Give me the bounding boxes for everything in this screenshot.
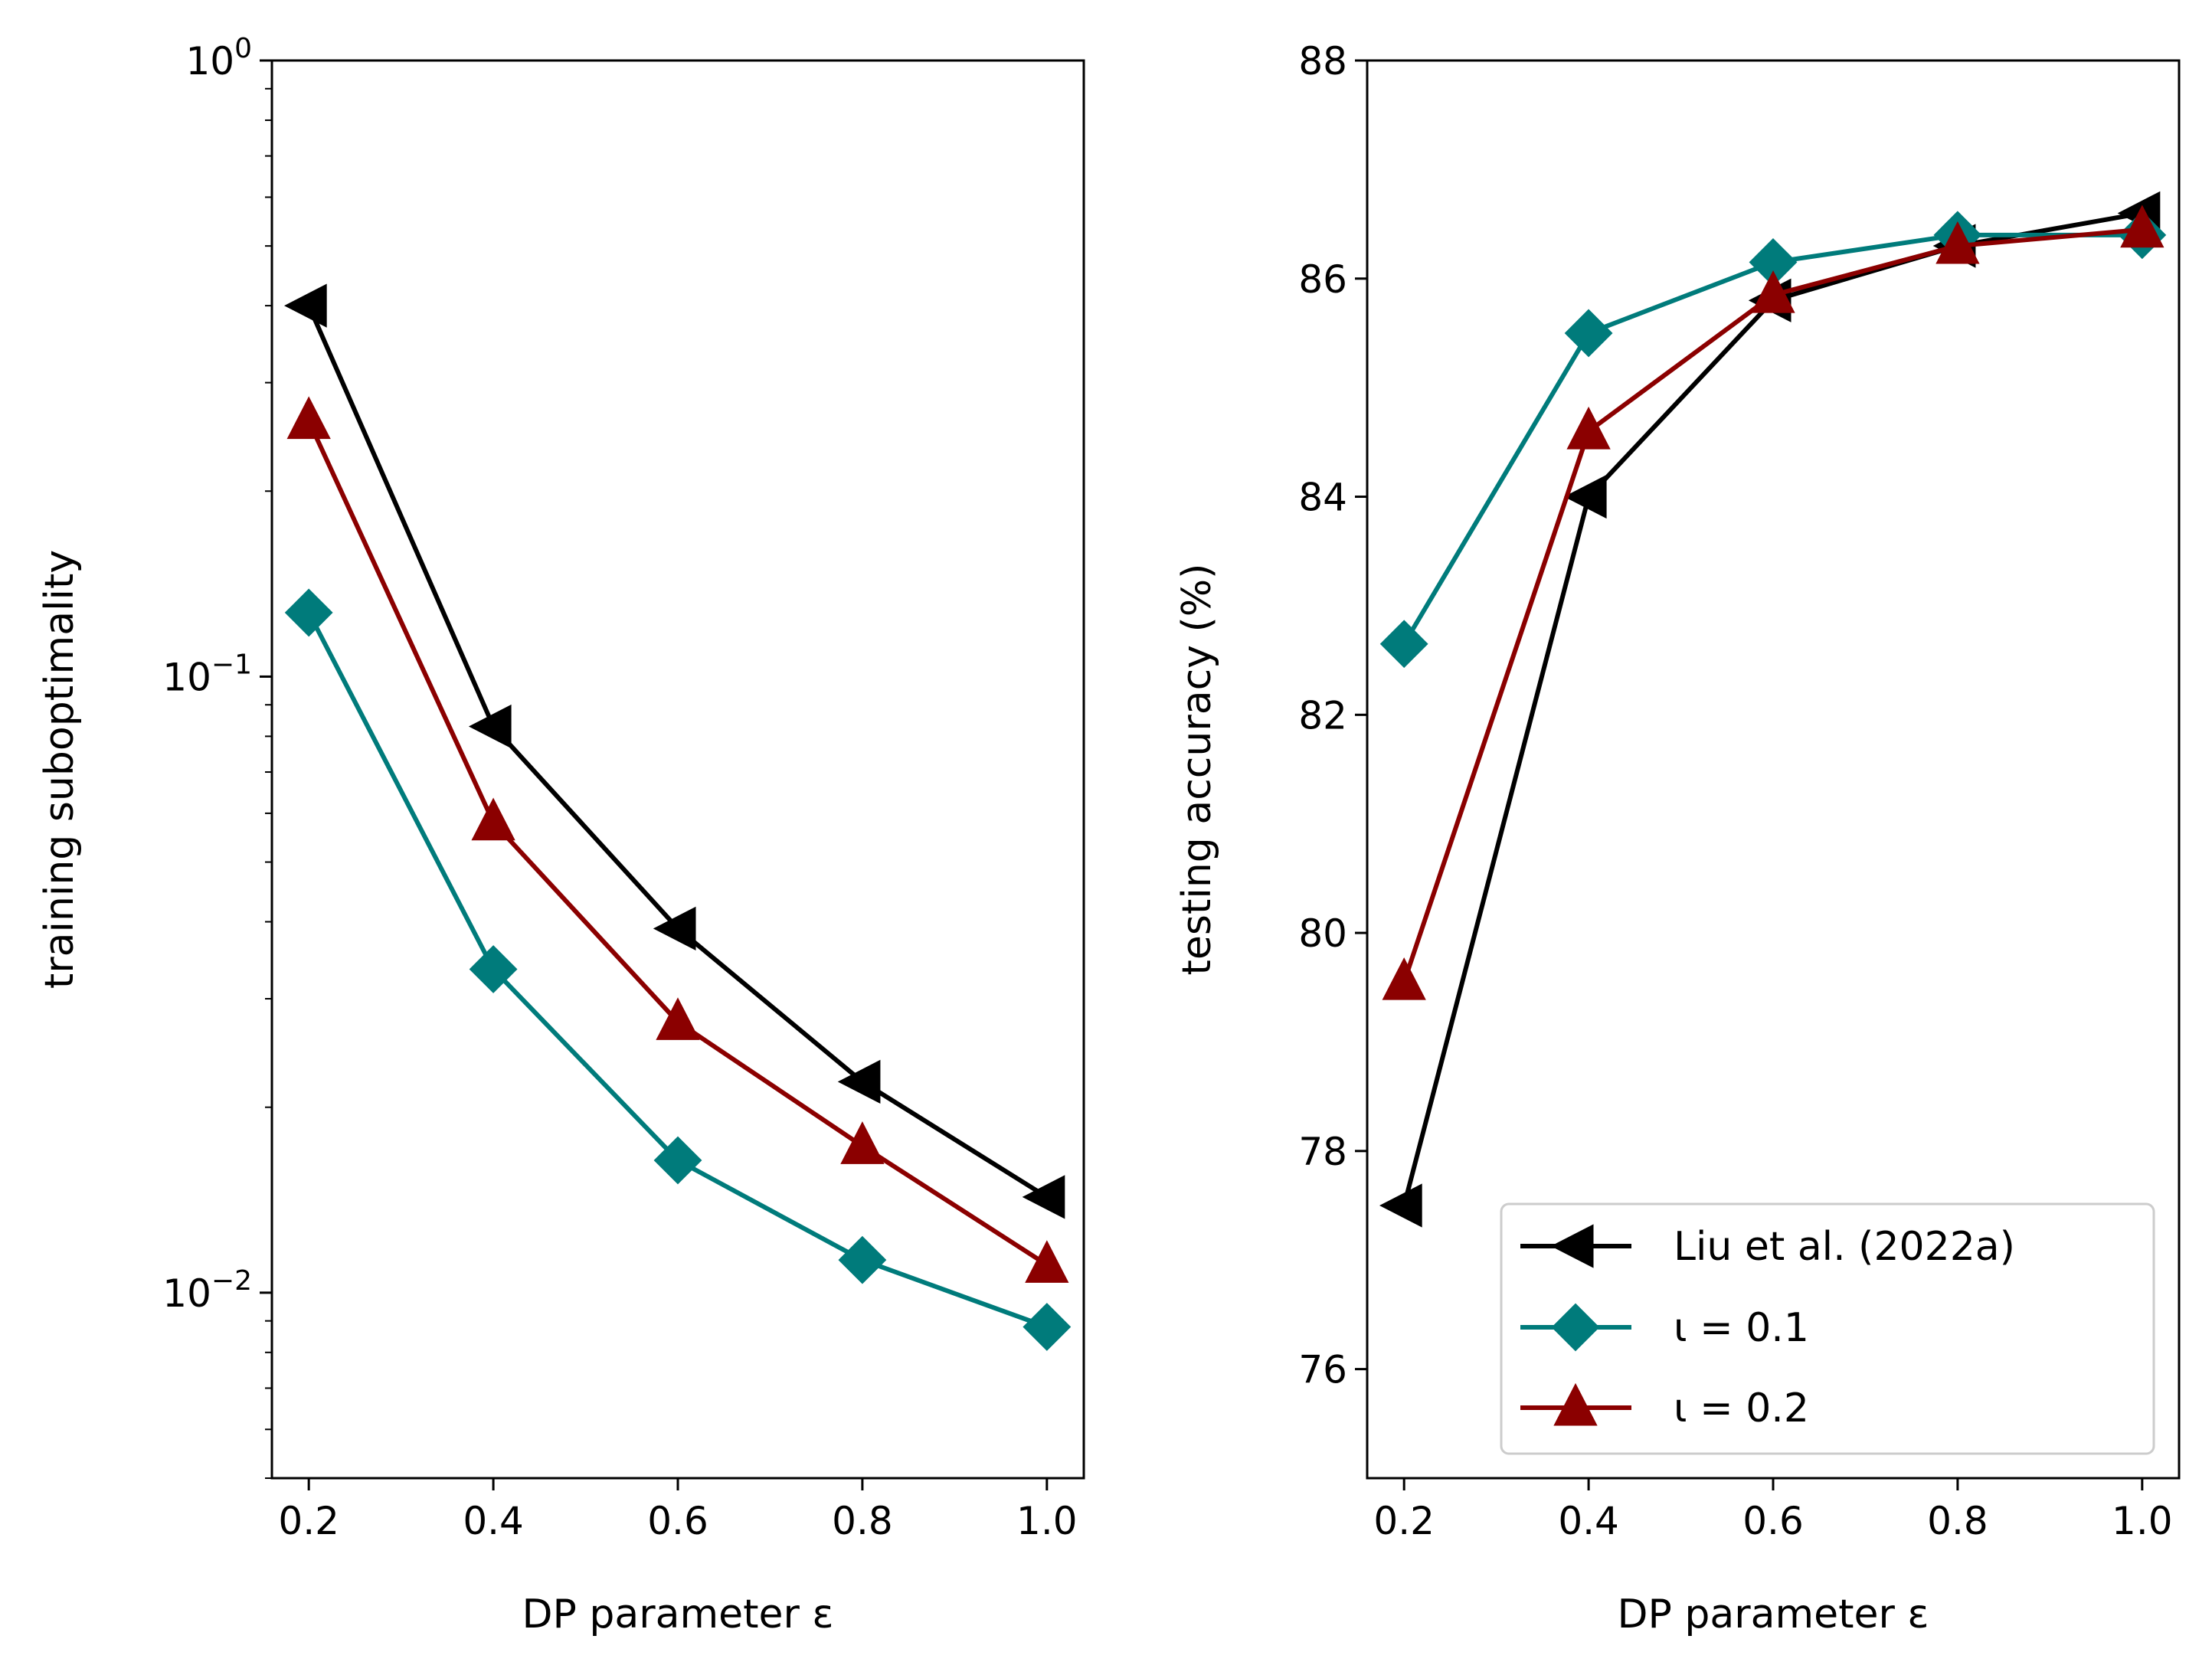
left-y-tick-label: 10−1 xyxy=(162,649,252,699)
left-marker-0-2 xyxy=(840,1121,885,1164)
legend-marker-liu xyxy=(1550,1224,1594,1268)
right-marker-0-1 xyxy=(1379,620,1428,669)
legend-marker-iota-0-2 xyxy=(1553,1382,1598,1426)
right-marker-0-2 xyxy=(1751,270,1795,313)
right-y-tick-label: 88 xyxy=(1298,39,1347,83)
right-marker-liu-et-al-2022a xyxy=(1563,474,1607,519)
legend-marker-shape xyxy=(1553,1382,1598,1426)
right-marker-0-2 xyxy=(2120,204,2165,248)
left-marker-liu-et-al-2022a xyxy=(653,906,696,951)
left-x-axis-label: DP parameter ε xyxy=(522,1592,833,1637)
legend-marker-shape xyxy=(1551,1303,1600,1352)
left-x-tick-label: 0.8 xyxy=(832,1499,893,1543)
legend: Liu et al. (2022a) ι = 0.1 ι = 0.2 xyxy=(1500,1202,2155,1455)
left-y-axis-label: training suboptimality xyxy=(37,550,83,989)
right-chart-panel: 0.2 0.4 0.6 0.8 1.0 76 78 80 82 84 86 88 DP paramet… xyxy=(1174,39,2181,1637)
right-y-tick-label: 86 xyxy=(1298,257,1347,302)
left-marker-liu-et-al-2022a xyxy=(468,704,512,749)
right-marker-0-1 xyxy=(1564,309,1613,358)
legend-label-iota-0-2: ι = 0.2 xyxy=(1674,1385,1809,1431)
right-y-tick-label: 82 xyxy=(1298,693,1347,738)
left-marker-0-1 xyxy=(284,588,333,637)
left-x-tick-label: 0.4 xyxy=(463,1499,524,1543)
left-marker-0-2 xyxy=(286,396,331,440)
legend-box xyxy=(1500,1202,2155,1455)
right-y-tick-label: 78 xyxy=(1298,1130,1347,1174)
left-marker-0-2 xyxy=(1025,1240,1069,1283)
legend-label-iota-0-1: ι = 0.1 xyxy=(1674,1305,1809,1351)
left-x-tick-label: 0.2 xyxy=(278,1499,339,1543)
legend-item-liu: Liu et al. (2022a) xyxy=(1520,1224,2015,1270)
left-y-tick-label: 100 xyxy=(185,33,252,83)
left-marker-0-2 xyxy=(656,997,700,1040)
right-y-tick-label: 84 xyxy=(1298,476,1347,520)
legend-item-iota-0-1: ι = 0.1 xyxy=(1520,1303,1809,1352)
left-marker-0-1 xyxy=(653,1136,702,1185)
right-x-tick-label: 0.8 xyxy=(1927,1499,1988,1543)
right-series-layer xyxy=(1379,191,2167,1228)
right-x-tick-label: 0.6 xyxy=(1742,1499,1804,1543)
right-ticks-layer: 0.2 0.4 0.6 0.8 1.0 76 78 80 82 84 86 88 xyxy=(1298,39,2172,1543)
right-marker-0-2 xyxy=(1566,406,1611,450)
legend-label-liu: Liu et al. (2022a) xyxy=(1674,1224,2015,1270)
left-marker-liu-et-al-2022a xyxy=(1022,1175,1065,1219)
left-marker-liu-et-al-2022a xyxy=(837,1059,881,1104)
left-chart-panel: 0.2 0.4 0.6 0.8 1.0 10−2 10−1 100 DP parameter … xyxy=(37,33,1085,1637)
right-y-tick-label: 80 xyxy=(1298,911,1347,956)
left-marker-0-2 xyxy=(471,797,515,841)
right-marker-0-2 xyxy=(1382,957,1426,1000)
left-ticks-layer: 0.2 0.4 0.6 0.8 1.0 10−2 10−1 100 xyxy=(162,33,1077,1543)
left-marker-0-1 xyxy=(838,1235,887,1284)
right-y-axis-label: testing accuracy (%) xyxy=(1174,564,1220,976)
left-marker-0-1 xyxy=(1023,1303,1072,1351)
right-x-tick-label: 0.2 xyxy=(1373,1499,1435,1543)
right-y-tick-label: 76 xyxy=(1298,1348,1347,1392)
left-x-tick-label: 1.0 xyxy=(1016,1499,1078,1543)
right-x-tick-label: 1.0 xyxy=(2112,1499,2173,1543)
left-x-tick-label: 0.6 xyxy=(647,1499,708,1543)
left-marker-0-1 xyxy=(469,945,518,993)
left-series-layer xyxy=(283,283,1072,1351)
legend-marker-shape xyxy=(1550,1224,1594,1268)
right-marker-liu-et-al-2022a xyxy=(1379,1183,1422,1228)
left-marker-liu-et-al-2022a xyxy=(283,283,327,328)
legend-item-iota-0-2: ι = 0.2 xyxy=(1520,1382,1809,1431)
right-x-axis-label: DP parameter ε xyxy=(1617,1592,1929,1637)
legend-marker-iota-0-1 xyxy=(1551,1303,1600,1352)
right-marker-0-2 xyxy=(1936,221,1980,264)
right-x-tick-label: 0.4 xyxy=(1558,1499,1619,1543)
left-y-tick-label: 10−2 xyxy=(162,1265,252,1316)
